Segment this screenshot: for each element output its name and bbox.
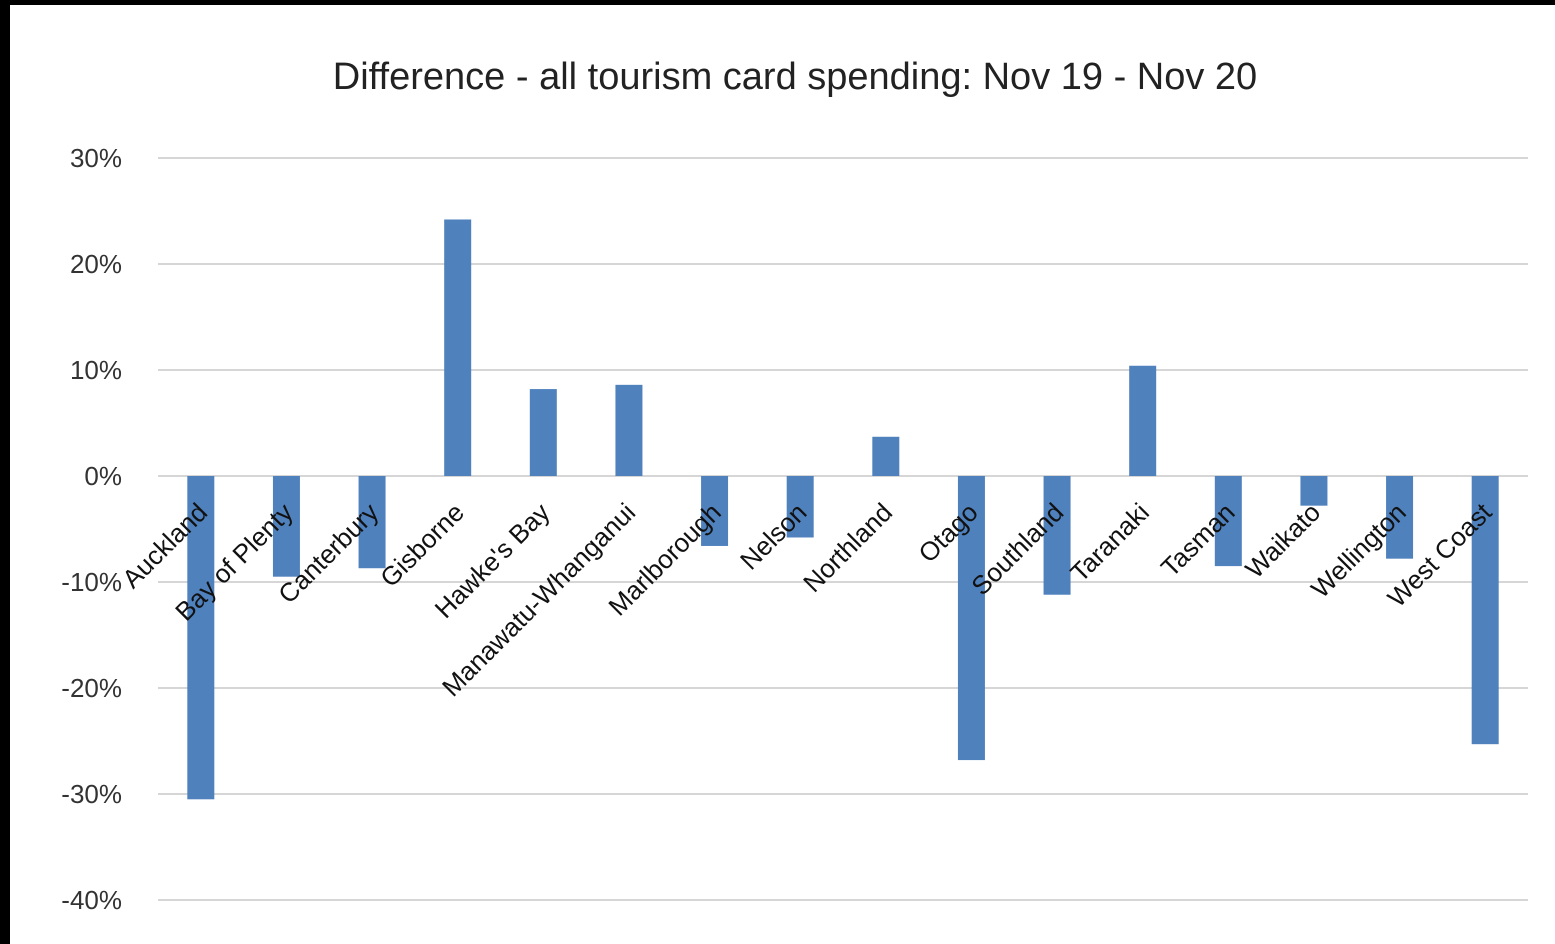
y-tick-label: -10% — [61, 567, 122, 597]
bar — [272, 476, 300, 577]
gridlines — [158, 157, 1528, 901]
bar — [1471, 476, 1499, 745]
y-tick-label: 0% — [84, 461, 122, 491]
y-tick-label: 20% — [70, 249, 122, 279]
bar — [1043, 476, 1071, 595]
bar — [187, 476, 215, 800]
y-tick-label: -40% — [61, 885, 122, 915]
bar — [358, 476, 386, 569]
y-tick-label: 30% — [70, 143, 122, 173]
bar — [1386, 476, 1414, 559]
bar — [786, 476, 814, 538]
y-tick-label: -30% — [61, 779, 122, 809]
bars — [187, 219, 1499, 800]
bar — [701, 476, 729, 546]
y-tick-label: -20% — [61, 673, 122, 703]
chart-title: Difference - all tourism card spending: … — [333, 56, 1257, 98]
bar — [1214, 476, 1242, 567]
x-tick-label: Taranaki — [1064, 497, 1155, 588]
y-axis-ticks: 30% 20% 10% 0% -10% -20% -30% -40% — [61, 143, 122, 915]
bar — [529, 389, 557, 476]
bar — [1129, 365, 1157, 476]
x-tick-label: Waikato — [1239, 497, 1326, 584]
y-tick-label: 10% — [70, 355, 122, 385]
bar — [872, 436, 900, 476]
bar — [957, 476, 985, 761]
bar — [615, 384, 643, 476]
bar — [1300, 476, 1328, 506]
bar — [444, 219, 472, 477]
